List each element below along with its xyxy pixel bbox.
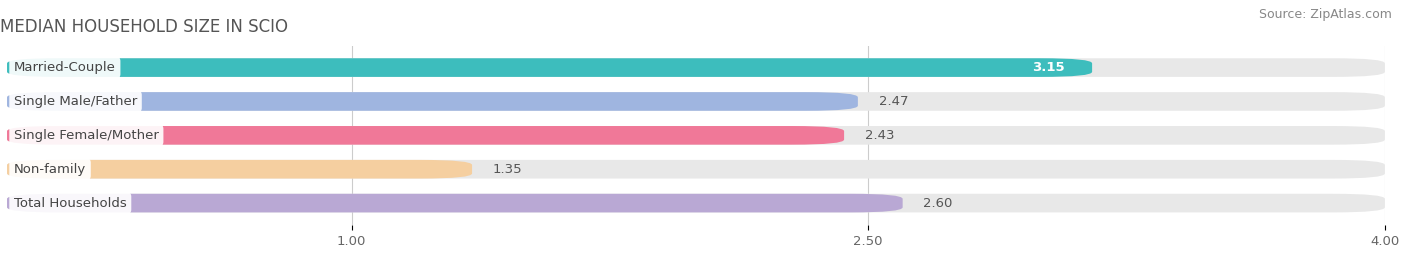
Text: 2.43: 2.43 <box>865 129 894 142</box>
FancyBboxPatch shape <box>7 126 1385 145</box>
FancyBboxPatch shape <box>7 194 903 213</box>
Text: Married-Couple: Married-Couple <box>14 61 115 74</box>
FancyBboxPatch shape <box>7 58 1385 77</box>
Text: Source: ZipAtlas.com: Source: ZipAtlas.com <box>1258 8 1392 21</box>
FancyBboxPatch shape <box>7 160 472 178</box>
FancyBboxPatch shape <box>7 160 1385 178</box>
Text: 2.60: 2.60 <box>924 197 953 210</box>
Text: 3.15: 3.15 <box>1032 61 1064 74</box>
Text: 2.47: 2.47 <box>879 95 908 108</box>
Text: Single Female/Mother: Single Female/Mother <box>14 129 159 142</box>
FancyBboxPatch shape <box>7 92 858 111</box>
Text: Non-family: Non-family <box>14 163 86 176</box>
FancyBboxPatch shape <box>7 92 1385 111</box>
FancyBboxPatch shape <box>7 194 1385 213</box>
FancyBboxPatch shape <box>7 58 1092 77</box>
FancyBboxPatch shape <box>7 126 844 145</box>
Text: Single Male/Father: Single Male/Father <box>14 95 138 108</box>
Text: Total Households: Total Households <box>14 197 127 210</box>
Text: MEDIAN HOUSEHOLD SIZE IN SCIO: MEDIAN HOUSEHOLD SIZE IN SCIO <box>0 18 288 36</box>
Text: 1.35: 1.35 <box>492 163 523 176</box>
